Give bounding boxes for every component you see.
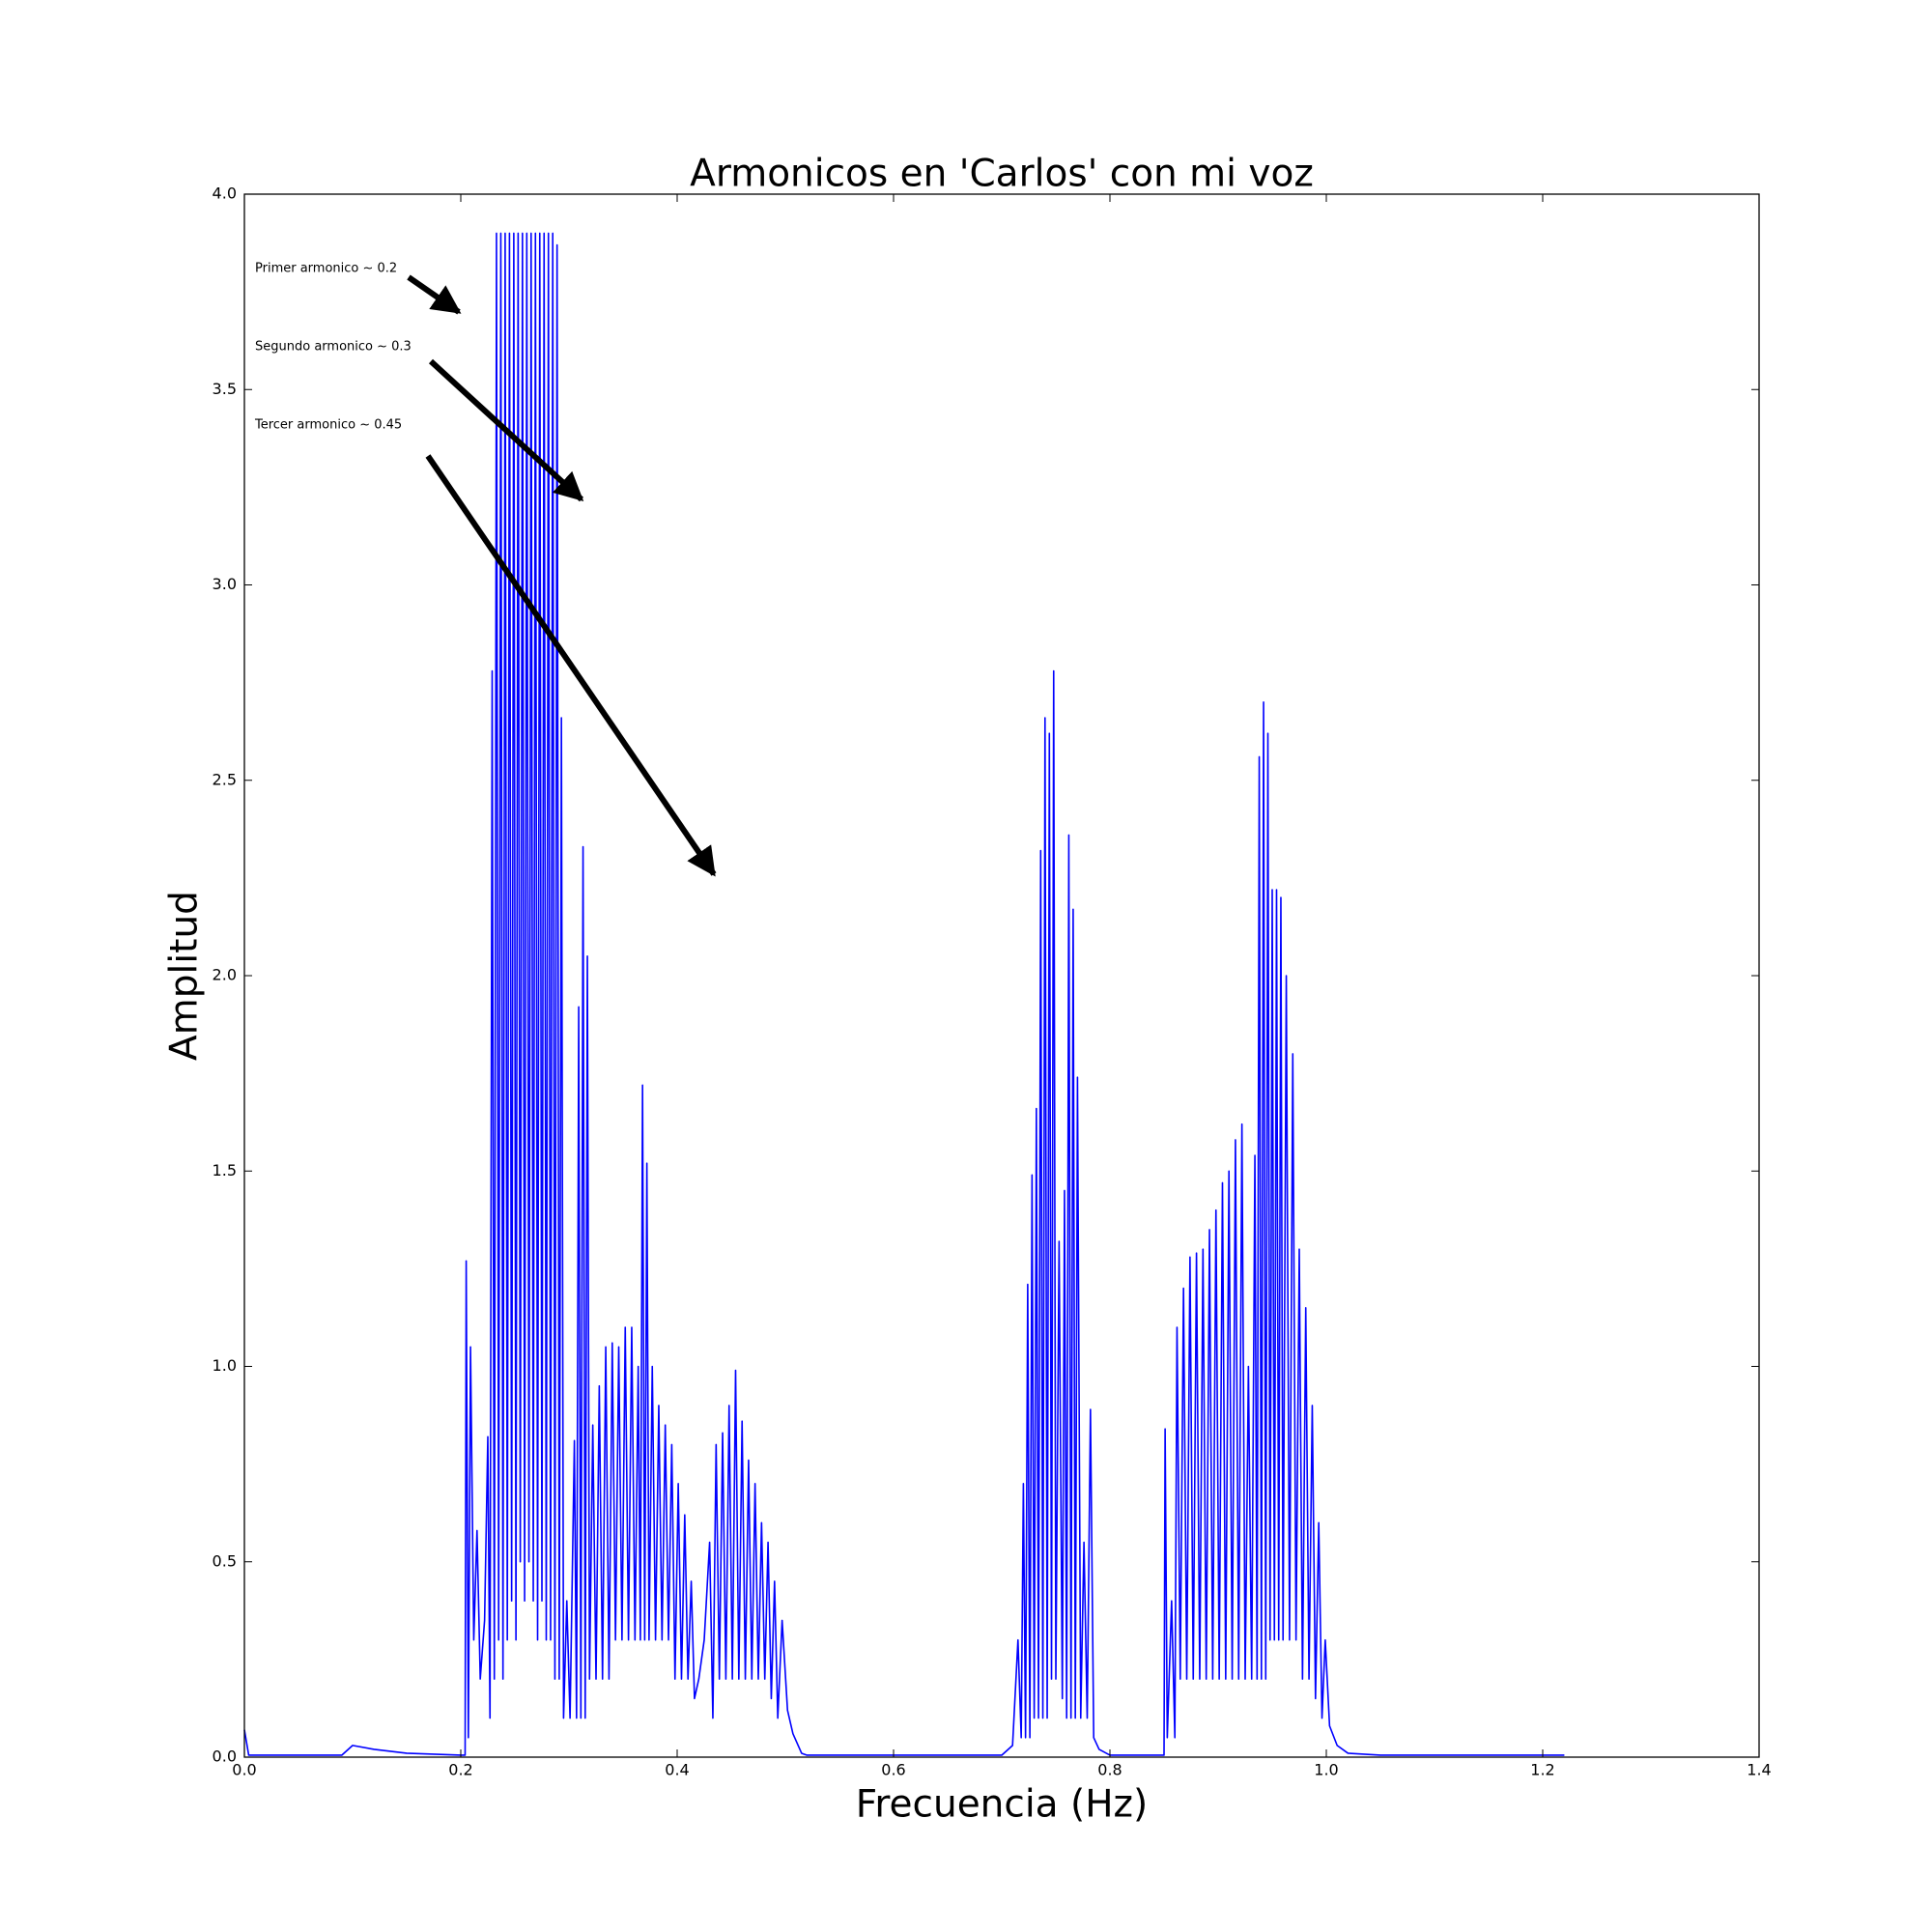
y-tick-label: 1.5 <box>213 1161 237 1179</box>
x-tick-label: 0.0 <box>232 1761 256 1779</box>
x-tick-label: 0.2 <box>448 1761 472 1779</box>
annotation-arrow <box>407 274 462 315</box>
chart-title: Armonicos en 'Carlos' con mi voz <box>690 153 1314 196</box>
y-tick-label: 4.0 <box>213 185 237 203</box>
annotation: Segundo armonico ~ 0.3 <box>255 340 412 355</box>
annotation-arrow <box>428 358 584 502</box>
x-tick-label: 0.8 <box>1097 1761 1122 1779</box>
plot-area <box>243 232 1565 1756</box>
x-tick-label: 0.4 <box>665 1761 689 1779</box>
y-tick-label: 2.0 <box>213 966 237 984</box>
y-tick-label: 3.0 <box>213 575 237 593</box>
annotation: Tercer armonico ~ 0.45 <box>254 418 402 433</box>
x-tick-label: 1.2 <box>1530 1761 1554 1779</box>
x-tick-label: 1.0 <box>1314 1761 1338 1779</box>
annotation: Primer armonico ~ 0.2 <box>255 262 397 276</box>
spectrum-line <box>243 232 1565 1756</box>
y-tick-label: 3.5 <box>213 380 237 398</box>
annotation-arrow <box>425 454 717 877</box>
y-tick-label: 1.0 <box>213 1356 237 1375</box>
y-tick-label: 0.0 <box>213 1747 237 1766</box>
x-tick-label: 1.4 <box>1747 1761 1771 1779</box>
y-tick-label: 2.5 <box>213 770 237 788</box>
x-axis-label: Frecuencia (Hz) <box>856 1783 1148 1827</box>
x-tick-label: 0.6 <box>881 1761 905 1779</box>
y-axis-label: Amplitud <box>163 891 207 1061</box>
y-tick-label: 0.5 <box>213 1551 237 1570</box>
